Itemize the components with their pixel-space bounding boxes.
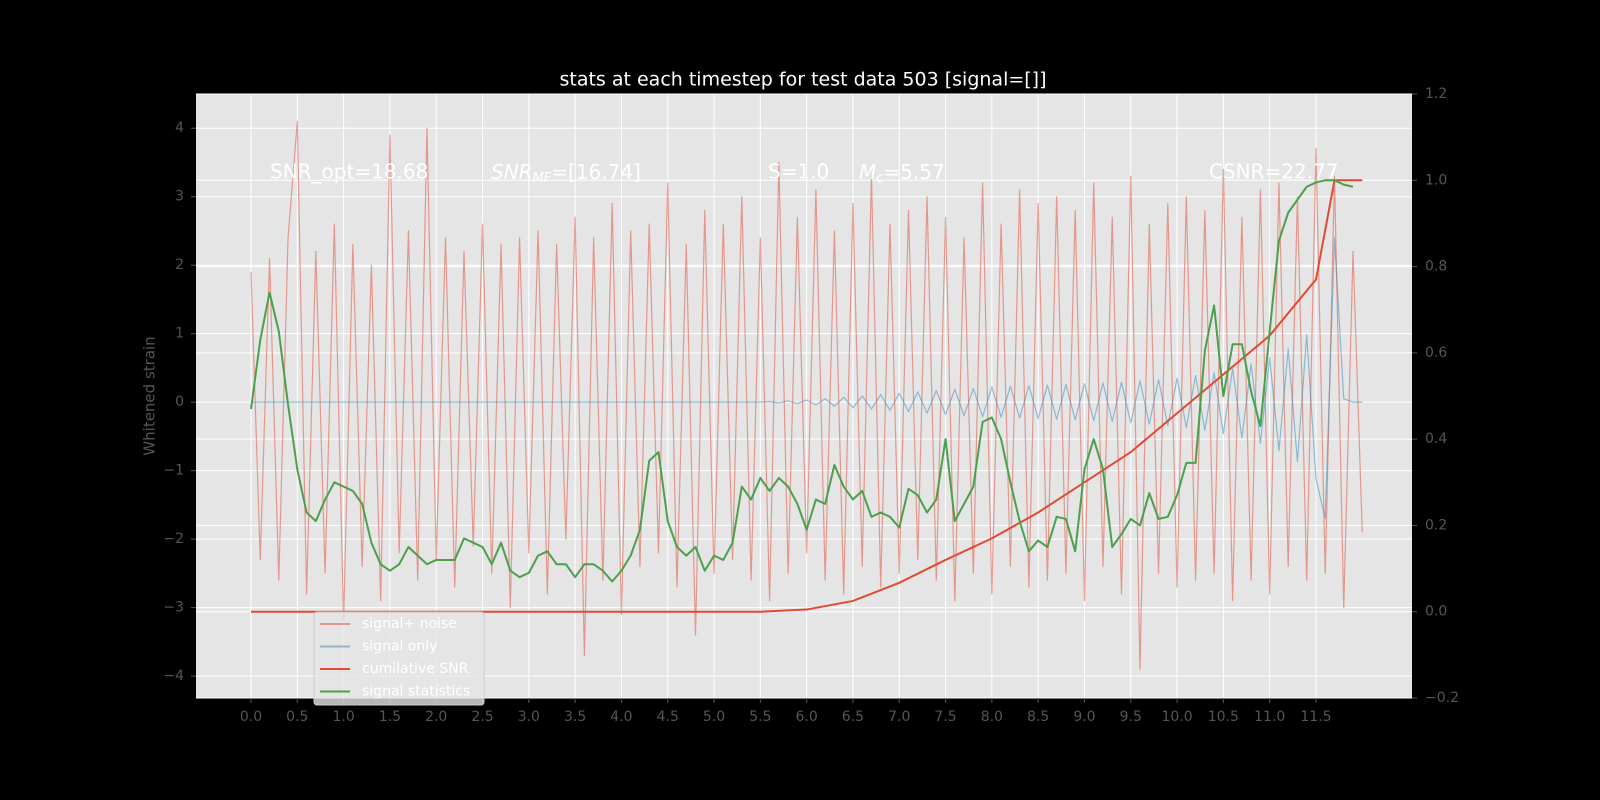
y-tick-label: 0 xyxy=(175,394,184,410)
x-tick-label: 10.5 xyxy=(1208,709,1239,725)
y2-tick-label: −0.2 xyxy=(1425,690,1459,706)
annotation: SNR_opt=18.68 xyxy=(270,160,428,184)
y-tick-label: −4 xyxy=(163,668,184,684)
x-tick-label: 4.0 xyxy=(610,709,632,725)
annotation-rest: =[16.74] xyxy=(551,160,641,184)
x-tick-label: 1.0 xyxy=(332,709,354,725)
annotation: CSNR=22.77 xyxy=(1209,160,1339,184)
annotation: S=1.0 xyxy=(768,160,829,184)
y2-tick-label: 0.8 xyxy=(1425,259,1447,275)
legend-label: signal only xyxy=(362,639,437,655)
x-tick-label: 5.0 xyxy=(703,709,725,725)
x-tick-label: 0.0 xyxy=(240,709,262,725)
y2-tick-label: 1.2 xyxy=(1425,86,1447,102)
x-tick-label: 9.0 xyxy=(1073,709,1095,725)
series-line xyxy=(251,237,1363,520)
y-tick-label: 4 xyxy=(175,120,184,136)
x-tick-label: 8.5 xyxy=(1027,709,1049,725)
annotation-sub: MF xyxy=(533,171,552,186)
x-tick-label: 6.0 xyxy=(796,709,818,725)
annotation-base: SNR xyxy=(491,160,533,184)
x-tick-label: 8.0 xyxy=(981,709,1003,725)
x-tick-label: 6.5 xyxy=(842,709,864,725)
x-tick-label: 10.0 xyxy=(1161,709,1192,725)
annotation-rest: =5.57 xyxy=(883,160,944,184)
y2-tick-label: 0.4 xyxy=(1425,431,1447,447)
y-tick-label: 2 xyxy=(175,257,184,273)
annotation: Mc=5.57 xyxy=(859,160,945,186)
x-tick-label: 0.5 xyxy=(286,709,308,725)
x-tick-label: 3.0 xyxy=(518,709,540,725)
x-tick-label: 7.0 xyxy=(888,709,910,725)
x-tick-label: 7.5 xyxy=(934,709,956,725)
chart-title: stats at each timestep for test data 503… xyxy=(559,69,1046,91)
x-tick-label: 11.5 xyxy=(1300,709,1331,725)
series-line xyxy=(251,179,1363,613)
y-tick-label: 3 xyxy=(175,189,184,205)
legend-box xyxy=(313,611,485,706)
y2-tick-label: 0.0 xyxy=(1425,604,1447,620)
annotation-base: M xyxy=(859,160,876,184)
legend-label: signal+ noise xyxy=(362,616,457,632)
x-tick-label: 11.0 xyxy=(1254,709,1285,725)
y-axis-label: Whitened strain xyxy=(141,336,159,455)
legend-label: cumilative SNR xyxy=(362,661,469,677)
x-tick-label: 2.0 xyxy=(425,709,447,725)
annotation-sub: c xyxy=(876,171,883,186)
y2-tick-label: 0.2 xyxy=(1425,517,1447,533)
x-tick-label: 1.5 xyxy=(379,709,401,725)
annotation: SNRMF=[16.74] xyxy=(491,160,641,186)
legend-label: signal statistics xyxy=(362,684,470,700)
y-tick-label: 1 xyxy=(175,326,184,342)
y-tick-label: −2 xyxy=(163,531,184,547)
x-tick-label: 4.5 xyxy=(657,709,679,725)
x-tick-label: 5.5 xyxy=(749,709,771,725)
y-tick-label: −1 xyxy=(163,463,184,479)
series-line xyxy=(250,179,1354,583)
y2-tick-label: 1.0 xyxy=(1425,172,1447,188)
x-tick-label: 9.5 xyxy=(1120,709,1142,725)
y2-tick-label: 0.6 xyxy=(1425,345,1447,361)
y-tick-label: −3 xyxy=(163,600,184,616)
x-tick-label: 3.5 xyxy=(564,709,586,725)
x-tick-label: 2.5 xyxy=(471,709,493,725)
